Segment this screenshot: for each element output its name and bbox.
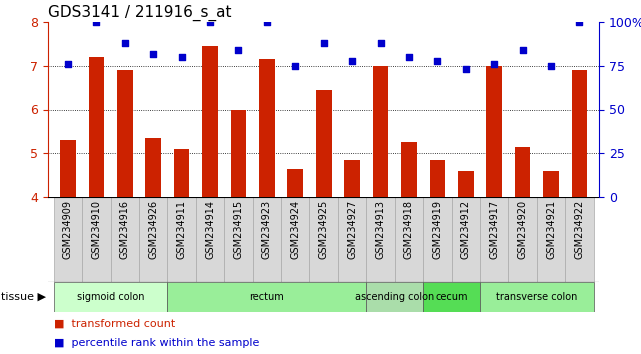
Point xyxy=(148,51,158,56)
Bar xyxy=(480,197,508,282)
Point xyxy=(63,61,73,67)
Point xyxy=(262,19,272,25)
Point xyxy=(91,19,101,25)
Text: sigmoid colon: sigmoid colon xyxy=(77,292,144,302)
Bar xyxy=(458,171,474,197)
Bar xyxy=(310,197,338,282)
Text: GSM234912: GSM234912 xyxy=(461,200,470,259)
Bar xyxy=(372,66,388,197)
Text: GSM234922: GSM234922 xyxy=(574,200,585,259)
Bar xyxy=(572,70,587,197)
Bar xyxy=(508,197,537,282)
Text: GSM234911: GSM234911 xyxy=(177,200,187,258)
Point xyxy=(489,61,499,67)
Point xyxy=(546,63,556,69)
Text: GSM234918: GSM234918 xyxy=(404,200,414,258)
Text: GSM234925: GSM234925 xyxy=(319,200,329,259)
Point xyxy=(233,47,244,53)
Bar xyxy=(146,138,161,197)
Bar xyxy=(54,282,167,312)
Bar xyxy=(167,282,366,312)
Bar xyxy=(139,197,167,282)
Bar xyxy=(565,197,594,282)
Bar xyxy=(231,109,246,197)
Bar xyxy=(167,197,196,282)
Text: GSM234926: GSM234926 xyxy=(148,200,158,259)
Bar xyxy=(401,142,417,197)
Point xyxy=(376,40,386,46)
Bar xyxy=(338,197,366,282)
Point xyxy=(461,67,471,72)
Text: GSM234916: GSM234916 xyxy=(120,200,129,258)
Bar xyxy=(60,140,76,197)
Text: GSM234924: GSM234924 xyxy=(290,200,300,259)
Text: GSM234915: GSM234915 xyxy=(233,200,244,259)
Text: tissue ▶: tissue ▶ xyxy=(1,292,46,302)
Bar xyxy=(423,282,480,312)
Bar xyxy=(395,197,423,282)
Bar xyxy=(429,160,445,197)
Bar xyxy=(224,197,253,282)
Bar xyxy=(344,160,360,197)
Bar xyxy=(487,66,502,197)
Text: GSM234914: GSM234914 xyxy=(205,200,215,258)
Bar xyxy=(537,197,565,282)
Point xyxy=(290,63,301,69)
Text: rectum: rectum xyxy=(249,292,284,302)
Bar xyxy=(82,197,111,282)
Text: cecum: cecum xyxy=(435,292,468,302)
Text: GSM234913: GSM234913 xyxy=(376,200,385,258)
Bar xyxy=(88,57,104,197)
Text: ■  transformed count: ■ transformed count xyxy=(54,319,176,329)
Bar xyxy=(366,282,423,312)
Bar xyxy=(111,197,139,282)
Bar xyxy=(117,70,133,197)
Point xyxy=(404,54,414,60)
Bar xyxy=(202,46,218,197)
Text: GSM234923: GSM234923 xyxy=(262,200,272,259)
Bar xyxy=(423,197,451,282)
Bar xyxy=(281,197,310,282)
Bar xyxy=(316,90,331,197)
Bar xyxy=(543,171,559,197)
Bar xyxy=(259,59,275,197)
Bar xyxy=(366,197,395,282)
Bar xyxy=(196,197,224,282)
Point xyxy=(120,40,130,46)
Text: GSM234920: GSM234920 xyxy=(518,200,528,259)
Point xyxy=(574,19,585,25)
Point xyxy=(517,47,528,53)
Point xyxy=(432,58,442,63)
Bar xyxy=(287,169,303,197)
Bar xyxy=(174,149,190,197)
Text: GSM234921: GSM234921 xyxy=(546,200,556,259)
Text: GSM234927: GSM234927 xyxy=(347,200,357,259)
Text: ■  percentile rank within the sample: ■ percentile rank within the sample xyxy=(54,338,260,348)
Text: GSM234909: GSM234909 xyxy=(63,200,73,258)
Point xyxy=(347,58,357,63)
Bar xyxy=(54,197,82,282)
Point xyxy=(176,54,187,60)
Text: ascending colon: ascending colon xyxy=(355,292,435,302)
Bar xyxy=(515,147,530,197)
Text: GSM234910: GSM234910 xyxy=(92,200,101,258)
Point xyxy=(205,19,215,25)
Text: GSM234917: GSM234917 xyxy=(489,200,499,259)
Bar xyxy=(253,197,281,282)
Bar xyxy=(480,282,594,312)
Text: transverse colon: transverse colon xyxy=(496,292,578,302)
Text: GDS3141 / 211916_s_at: GDS3141 / 211916_s_at xyxy=(48,5,231,21)
Bar xyxy=(451,197,480,282)
Point xyxy=(319,40,329,46)
Text: GSM234919: GSM234919 xyxy=(433,200,442,258)
